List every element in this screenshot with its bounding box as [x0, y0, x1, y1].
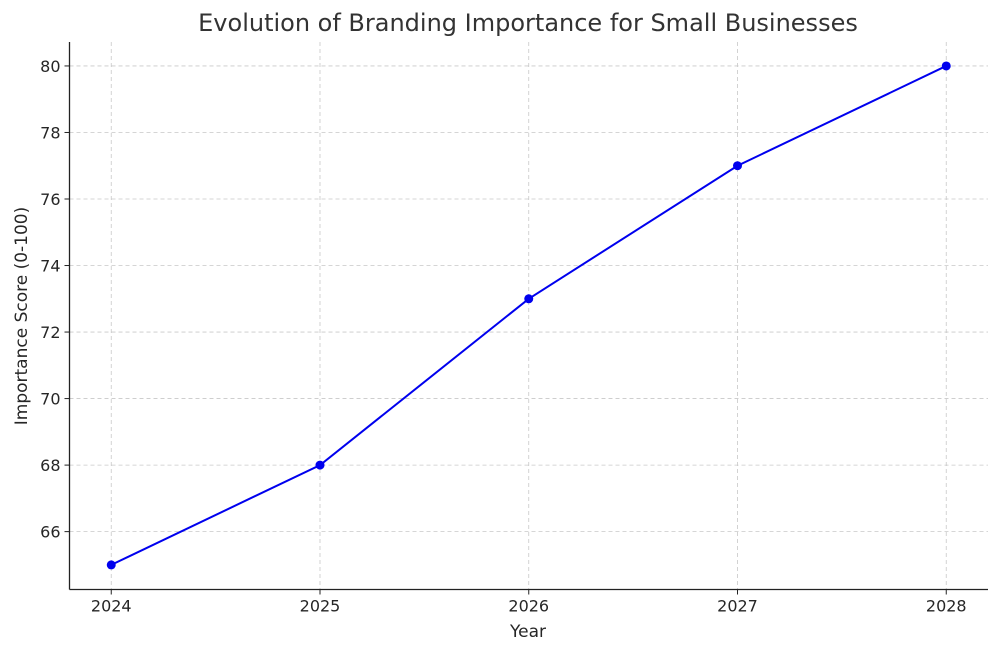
y-tick-label: 76	[40, 190, 60, 209]
data-point	[315, 460, 325, 470]
x-axis-label: Year	[509, 622, 546, 642]
grid	[69, 42, 988, 590]
x-tick-label: 2026	[508, 597, 549, 616]
data-point	[733, 161, 742, 171]
data-point	[524, 294, 534, 304]
y-tick-label: 72	[40, 323, 60, 342]
data-point	[106, 560, 116, 570]
data-point	[941, 61, 951, 71]
y-tick-label: 70	[40, 390, 60, 409]
y-tick-label: 66	[40, 523, 60, 542]
x-tick-label: 2027	[717, 597, 758, 616]
y-tick-label: 80	[40, 57, 60, 76]
x-tick-label: 2028	[926, 597, 967, 616]
chart-title: Evolution of Branding Importance for Sma…	[198, 9, 858, 37]
y-tick-label: 78	[40, 123, 60, 142]
y-axis-label: Importance Score (0-100)	[12, 207, 32, 426]
series	[106, 61, 951, 570]
axes: 2024 2025 2026 2027 2028 66 68 70 72 74 76 78 80	[40, 42, 988, 616]
y-tick-label: 74	[40, 257, 60, 276]
x-tick-label: 2024	[91, 597, 132, 616]
y-tick-label: 68	[40, 456, 60, 475]
x-tick-label: 2025	[300, 597, 341, 616]
